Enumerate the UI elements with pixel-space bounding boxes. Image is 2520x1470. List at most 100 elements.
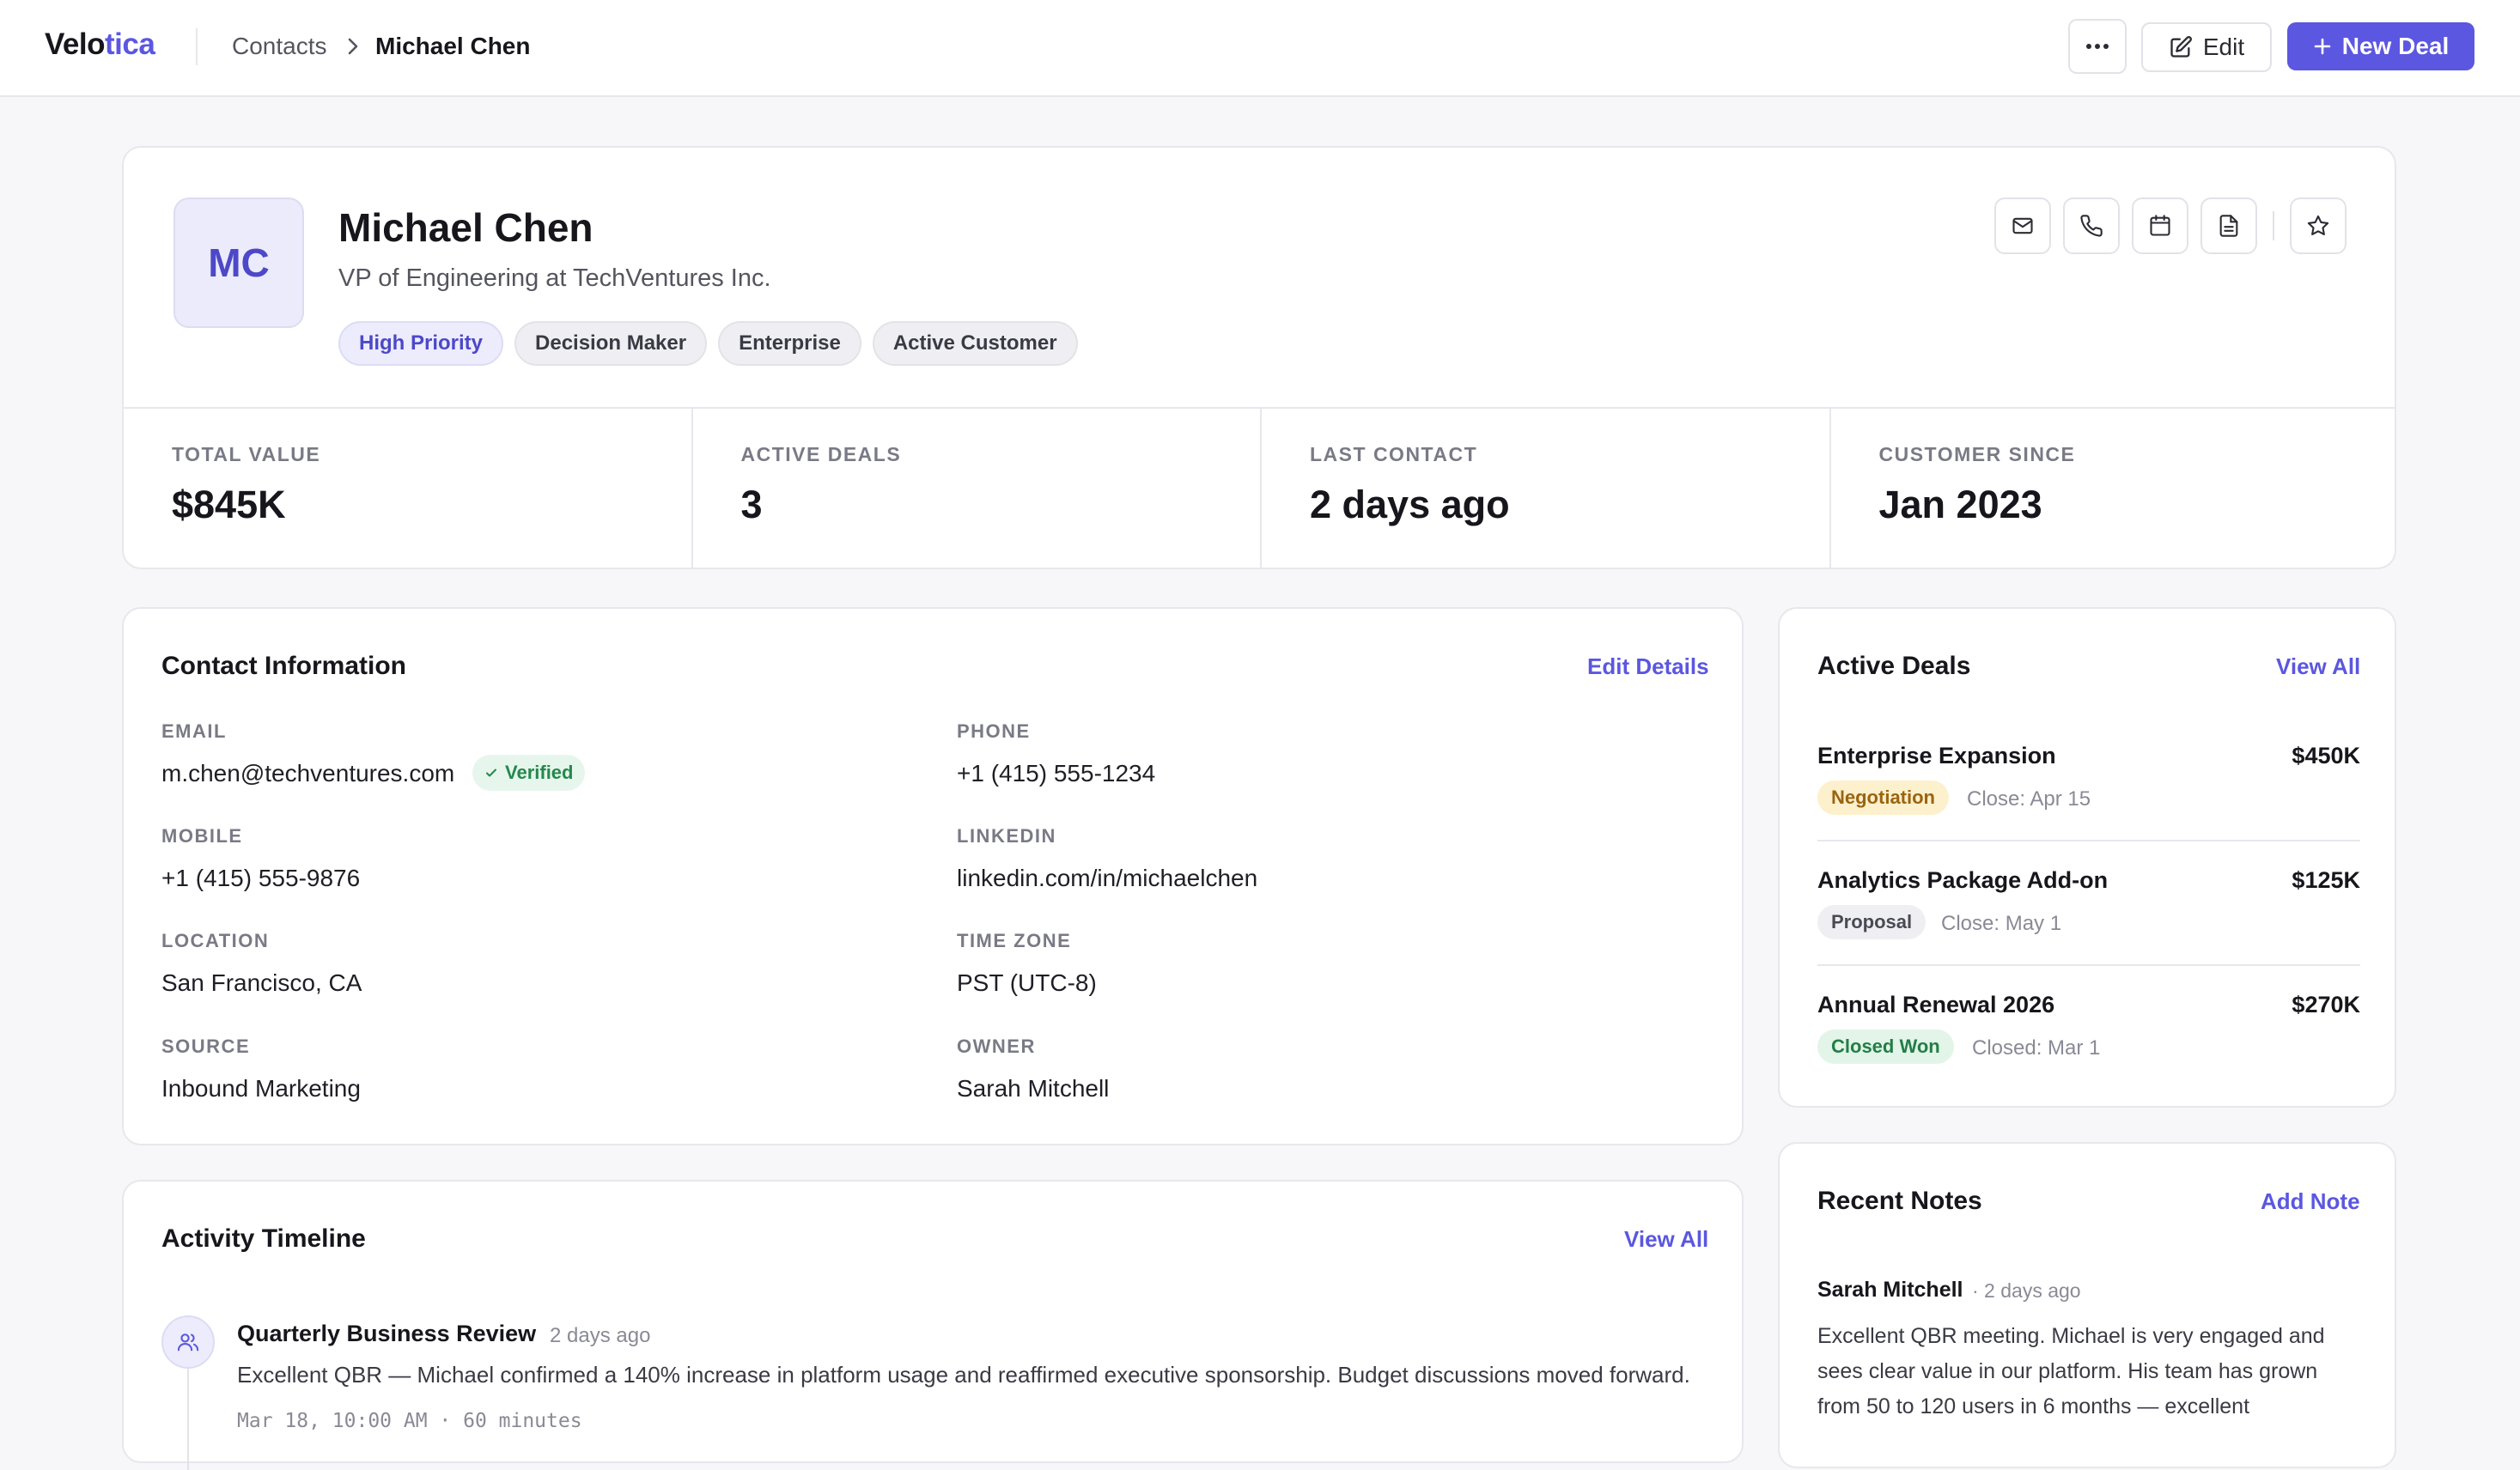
tag-enterprise[interactable]: Enterprise	[718, 321, 861, 366]
deal-amount: $270K	[2292, 992, 2360, 1017]
breadcrumb-contacts-link[interactable]: Contacts	[232, 33, 327, 59]
deal-divider	[1817, 964, 2360, 966]
star-icon	[2306, 214, 2330, 238]
edit-details-link[interactable]: Edit Details	[1587, 653, 1709, 679]
add-note-link[interactable]: Add Note	[2261, 1188, 2360, 1214]
activity-timeline-card: Activity Timeline View All Quarterly Bus…	[122, 1180, 1744, 1470]
chevron-right-icon	[344, 36, 362, 57]
deal-amount: $450K	[2292, 743, 2360, 768]
active-deals-card: Active Deals View All Enterprise Expansi…	[1778, 607, 2396, 1108]
verified-label: Verified	[505, 762, 574, 783]
deals-view-all-link[interactable]: View All	[2276, 653, 2361, 679]
note-text: Excellent QBR meeting. Michael is very e…	[1817, 1324, 2325, 1418]
contact-title: VP of Engineering at TechVentures Inc.	[338, 264, 771, 292]
deal-item[interactable]: Enterprise Expansion $450K Negotiation C…	[1817, 743, 2360, 815]
more-options-button[interactable]	[2068, 19, 2127, 74]
deal-close-date: Closed: Mar 1	[1972, 1036, 2101, 1060]
new-deal-label: New Deal	[2341, 33, 2450, 59]
stat-value: 2 days ago	[1310, 483, 1510, 526]
document-icon	[2217, 214, 2241, 238]
timeline-view-all-link[interactable]: View All	[1624, 1226, 1709, 1252]
deal-divider	[1817, 840, 2360, 841]
stat-customer-since: Customer Since Jan 2023	[1831, 409, 2395, 568]
deal-item[interactable]: Annual Renewal 2026 $270K Closed Won Clo…	[1817, 992, 2360, 1064]
field-label-timezone: Time Zone	[957, 930, 1072, 951]
card-title: Active Deals	[1817, 652, 1971, 680]
field-value-phone[interactable]: +1 (415) 555-1234	[957, 760, 1156, 787]
email-button[interactable]	[1994, 197, 2051, 254]
stat-total-value: Total Value $845K	[124, 409, 693, 568]
app-logo[interactable]: Velotica	[45, 27, 155, 62]
timeline-item-time: 2 days ago	[550, 1324, 651, 1347]
timeline-connector	[187, 1341, 189, 1470]
deal-item[interactable]: Analytics Package Add-on $125K Proposal …	[1817, 867, 2360, 939]
field-label-phone: Phone	[957, 720, 1031, 742]
calendar-icon	[2148, 214, 2172, 238]
stat-label: Last Contact	[1310, 443, 1478, 465]
timeline-item-meta: Mar 18, 10:00 AM · 60 minutes	[237, 1410, 582, 1432]
stat-label: Customer Since	[1878, 443, 2076, 465]
breadcrumb-current: Michael Chen	[375, 33, 531, 59]
deal-close-date: Close: Apr 15	[1967, 787, 2091, 811]
phone-icon	[2079, 214, 2103, 238]
deal-stage-badge: Proposal	[1817, 905, 1927, 939]
contact-name: Michael Chen	[338, 205, 593, 250]
field-value-owner[interactable]: Sarah Mitchell	[957, 1075, 1110, 1102]
document-button[interactable]	[2200, 197, 2257, 254]
new-deal-button[interactable]: New Deal	[2287, 22, 2474, 70]
deal-amount: $125K	[2292, 867, 2360, 893]
edit-button-label: Edit	[2202, 33, 2245, 60]
avatar: MC	[173, 197, 304, 328]
field-label-email: Email	[161, 720, 227, 742]
email-icon	[2011, 214, 2035, 238]
quick-actions-divider	[2273, 211, 2274, 240]
tag-decision-maker[interactable]: Decision Maker	[514, 321, 708, 366]
note-time: · 2 days ago	[1972, 1279, 2081, 1302]
schedule-button[interactable]	[2132, 197, 2188, 254]
stat-last-contact: Last Contact 2 days ago	[1262, 409, 1831, 568]
deal-close-date: Close: May 1	[1941, 912, 2062, 935]
stat-label: Active Deals	[740, 443, 902, 465]
profile-card: MC Michael Chen VP of Engineering at Tec…	[122, 146, 2396, 569]
field-label-mobile: Mobile	[161, 825, 243, 847]
tag-active-customer[interactable]: Active Customer	[872, 321, 1078, 366]
stat-value: 3	[740, 483, 763, 526]
timeline-item-description: Excellent QBR — Michael confirmed a 140%…	[237, 1362, 1690, 1388]
verified-badge: Verified	[472, 755, 586, 791]
logo-text-primary: Velo	[45, 27, 105, 61]
contact-information-card: Contact Information Edit Details Email m…	[122, 607, 1744, 1145]
more-horizontal-icon	[2085, 43, 2109, 50]
field-value-timezone: PST (UTC-8)	[957, 969, 1097, 996]
quick-actions	[1994, 197, 2347, 254]
field-value-email[interactable]: m.chen@techventures.com	[161, 760, 455, 787]
field-label-owner: Owner	[957, 1036, 1036, 1057]
call-button[interactable]	[2063, 197, 2120, 254]
recent-notes-card: Recent Notes Add Note Sarah Mitchell · 2…	[1778, 1142, 2396, 1468]
topbar-divider	[196, 28, 198, 65]
field-label-location: Location	[161, 930, 270, 951]
field-value-source: Inbound Marketing	[161, 1075, 361, 1102]
card-title: Contact Information	[161, 652, 406, 680]
tag-high-priority[interactable]: High Priority	[338, 321, 504, 366]
card-title: Recent Notes	[1817, 1187, 1982, 1215]
edit-button[interactable]: Edit	[2141, 22, 2272, 72]
deal-name: Analytics Package Add-on	[1817, 867, 2109, 893]
stat-label: Total Value	[172, 443, 321, 465]
deal-stage-badge: Negotiation	[1817, 781, 1949, 815]
favorite-button[interactable]	[2290, 197, 2347, 254]
card-title: Activity Timeline	[161, 1224, 366, 1253]
plus-icon	[2313, 37, 2332, 56]
deal-stage-badge: Closed Won	[1817, 1030, 1954, 1064]
deal-name: Annual Renewal 2026	[1817, 992, 2055, 1017]
field-label-linkedin: LinkedIn	[957, 825, 1056, 847]
check-icon	[484, 766, 498, 780]
note-author: Sarah Mitchell	[1817, 1278, 1963, 1302]
stat-active-deals: Active Deals 3	[693, 409, 1262, 568]
field-value-location: San Francisco, CA	[161, 969, 362, 996]
stats-row: Total Value $845K Active Deals 3 Last Co…	[124, 407, 2395, 568]
field-value-mobile[interactable]: +1 (415) 555-9876	[161, 865, 361, 891]
stat-value: Jan 2023	[1878, 483, 2042, 526]
field-value-linkedin[interactable]: linkedin.com/in/michaelchen	[957, 865, 1258, 891]
stat-value: $845K	[172, 483, 286, 526]
top-bar: Velotica Contacts Michael Chen Edit New …	[0, 0, 2520, 97]
